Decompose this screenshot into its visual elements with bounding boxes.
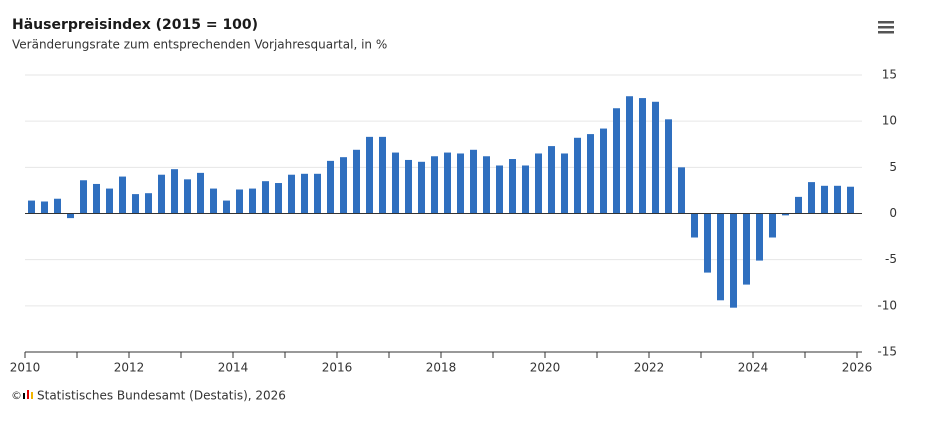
x-tick-label: 2024	[738, 361, 769, 375]
x-tick-label: 2010	[10, 361, 41, 375]
bar	[314, 173, 321, 214]
bar	[782, 213, 789, 216]
y-tick-label: 10	[882, 114, 897, 128]
menu-bar	[878, 31, 894, 34]
bar	[119, 176, 126, 214]
chart-title: Häuserpreisindex (2015 = 100)	[12, 17, 258, 33]
bar	[496, 165, 503, 214]
bar	[145, 193, 152, 214]
bar	[548, 146, 555, 214]
bar	[366, 136, 373, 214]
bar	[41, 201, 48, 214]
bar	[574, 137, 581, 214]
bar	[275, 183, 282, 214]
bar	[392, 152, 399, 214]
bar	[795, 196, 802, 214]
bar	[67, 213, 74, 219]
x-tick-label: 2018	[426, 361, 457, 375]
bar	[808, 182, 815, 214]
x-tick-label: 2022	[634, 361, 665, 375]
bar	[483, 156, 490, 214]
bar	[301, 173, 308, 214]
bar	[769, 213, 776, 238]
bar	[470, 149, 477, 214]
bar	[457, 153, 464, 214]
y-tick-label: 0	[889, 206, 897, 220]
bar	[353, 149, 360, 214]
bar	[587, 134, 594, 214]
bar	[249, 188, 256, 214]
bar	[847, 186, 854, 214]
copyright: ©	[11, 389, 22, 402]
bar	[80, 180, 87, 214]
bar	[54, 198, 61, 214]
bar	[158, 174, 165, 214]
logo-bar	[31, 392, 33, 399]
bar	[704, 213, 711, 273]
x-tick-label: 2020	[530, 361, 561, 375]
x-tick-label: 2012	[114, 361, 145, 375]
bar	[236, 189, 243, 214]
y-tick-label: -5	[885, 252, 897, 266]
bar	[743, 213, 750, 285]
x-tick-label: 2016	[322, 361, 353, 375]
bar	[431, 156, 438, 214]
menu-bar	[878, 26, 894, 29]
bar	[522, 165, 529, 214]
bar	[444, 152, 451, 214]
y-tick-label: -15	[877, 345, 897, 359]
bar	[106, 188, 113, 214]
bar	[418, 161, 425, 214]
bar	[678, 167, 685, 214]
bar	[28, 200, 35, 214]
bar	[717, 213, 724, 301]
bar	[262, 181, 269, 214]
bar	[626, 96, 633, 214]
bar	[535, 153, 542, 214]
bar	[730, 213, 737, 308]
bar	[756, 213, 763, 261]
bar	[509, 159, 516, 214]
bar	[613, 108, 620, 214]
menu-button[interactable]	[876, 18, 896, 36]
bar	[561, 153, 568, 214]
bar	[171, 169, 178, 214]
bar	[821, 185, 828, 214]
logo-bar	[23, 393, 25, 399]
bar	[184, 179, 191, 214]
bar	[652, 101, 659, 214]
bar	[379, 136, 386, 214]
bar	[223, 200, 230, 214]
x-tick-label: 2014	[218, 361, 249, 375]
logo	[23, 390, 33, 399]
bar	[405, 159, 412, 214]
bar	[288, 174, 295, 214]
bar	[197, 172, 204, 214]
y-tick-label: 15	[882, 68, 897, 82]
bar	[600, 128, 607, 214]
bar	[639, 98, 646, 214]
menu-bar	[878, 21, 894, 24]
bar	[93, 183, 100, 214]
bar	[665, 119, 672, 214]
x-tick-label: 2026	[842, 361, 873, 375]
chart-subtitle: Veränderungsrate zum entsprechenden Vorj…	[12, 38, 387, 52]
bar	[327, 160, 334, 214]
logo-bar	[27, 390, 29, 399]
bar	[210, 188, 217, 214]
bar	[340, 157, 347, 214]
bar	[132, 194, 139, 214]
source: Statistisches Bundesamt (Destatis), 2026	[37, 389, 286, 403]
y-tick-label: -10	[877, 298, 897, 312]
bar	[691, 213, 698, 238]
y-tick-label: 5	[889, 160, 897, 174]
bar	[834, 185, 841, 214]
